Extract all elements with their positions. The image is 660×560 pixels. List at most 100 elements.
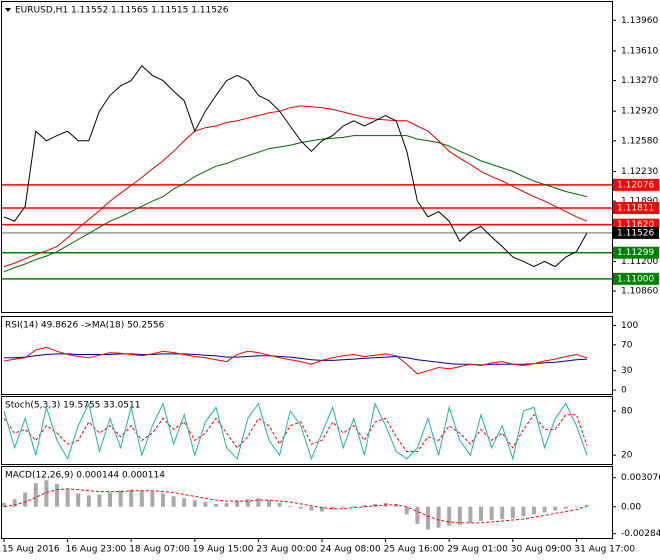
x-tick-label: 25 Aug 16:00 <box>384 545 445 555</box>
macd-bar <box>404 506 409 515</box>
level-label: 1.11000 <box>617 274 654 284</box>
x-tick-label: 30 Aug 09:00 <box>511 545 572 555</box>
macd-bar <box>479 506 483 521</box>
level-label: 1.11811 <box>617 203 654 213</box>
signal-line <box>3 488 588 524</box>
macd-bar <box>415 506 420 524</box>
macd-bar <box>2 502 6 507</box>
level-label-box <box>613 226 659 239</box>
y-tick-label: 100 <box>621 321 638 331</box>
x-tick-label: 19 Aug 15:00 <box>193 545 254 555</box>
level-label-box <box>613 272 659 285</box>
macd-bar <box>23 492 28 507</box>
macd-bar <box>277 502 282 507</box>
macd-bar <box>457 506 462 525</box>
macd-bar <box>33 483 38 507</box>
macd-bar <box>574 506 579 508</box>
macd-bar <box>76 493 81 507</box>
macd-bar <box>330 506 335 510</box>
level-label: 1.11620 <box>617 220 654 230</box>
macd-bar <box>171 496 176 507</box>
macd-bar <box>563 506 568 509</box>
series-line <box>3 413 588 452</box>
y-tick-label: 0 <box>621 386 627 396</box>
macd-bar <box>245 499 250 507</box>
macd-bar <box>224 502 229 507</box>
macd-bar <box>235 501 240 507</box>
macd-bar <box>44 480 49 507</box>
macd-bar <box>510 506 515 519</box>
macd-bar <box>288 505 293 507</box>
macd-bar <box>214 503 218 507</box>
series-line <box>3 135 588 273</box>
macd-bar <box>320 506 324 512</box>
macd-bar <box>436 506 441 528</box>
level-label-box <box>613 178 659 191</box>
y-tick-label: 0.003076 <box>621 473 660 483</box>
y-tick-label: 20 <box>621 451 633 461</box>
x-tick-label: 24 Aug 08:00 <box>320 545 381 555</box>
level-label: 1.12076 <box>617 180 654 190</box>
macd-bar <box>139 490 144 507</box>
y-tick-label: 1.12580 <box>621 136 658 146</box>
symbol-menu-arrow[interactable] <box>5 8 11 12</box>
macd-bar <box>426 506 430 530</box>
y-tick-label: 0.00 <box>621 502 641 512</box>
macd-bar <box>309 506 314 511</box>
series-line <box>3 402 588 461</box>
y-tick-label: 1.10860 <box>621 287 658 297</box>
macd-bar <box>86 495 91 507</box>
macd-bar <box>351 505 356 507</box>
x-tick-label: 31 Aug 17:00 <box>574 545 635 555</box>
macd-bar <box>97 494 102 507</box>
macd-bar <box>65 489 70 507</box>
macd-bar <box>161 493 165 507</box>
series-line <box>3 346 588 375</box>
macd-bar <box>256 498 261 507</box>
macd-bar <box>55 484 59 507</box>
x-tick-label: 18 Aug 07:00 <box>129 545 190 555</box>
y-tick-label: 1.11200 <box>621 257 658 267</box>
macd-panel <box>1 466 613 539</box>
indicator-title: RSI(14) 49.8626 ->MA(18) 50.2556 <box>5 321 165 331</box>
level-label: 1.11526 <box>617 228 654 238</box>
macd-bar <box>108 492 112 507</box>
x-tick-label: 15 Aug 2016 <box>2 545 60 555</box>
macd-bar <box>521 506 526 517</box>
macd-bar <box>12 499 17 507</box>
y-tick-label: 1.13610 <box>621 46 658 56</box>
macd-bar <box>447 506 452 526</box>
indicator-title: MACD(12,26,9) 0.000144 0.000114 <box>5 471 165 481</box>
x-tick-label: 16 Aug 23:00 <box>66 545 127 555</box>
x-tick-label: 29 Aug 01:00 <box>447 545 508 555</box>
y-tick-label: 1.12920 <box>621 107 658 117</box>
macd-bar <box>532 506 536 515</box>
level-label-box <box>613 201 659 214</box>
stoch-panel <box>1 396 613 465</box>
macd-bar <box>542 506 547 513</box>
macd-bar <box>129 489 134 507</box>
macd-bar <box>341 506 346 508</box>
y-tick-label: 70 <box>621 340 633 350</box>
y-tick-label: 1.11890 <box>621 197 658 207</box>
series-line <box>3 64 588 268</box>
y-tick-label: 1.12230 <box>621 167 658 177</box>
chart-title: EURUSD,H1 1.11552 1.11565 1.11515 1.1152… <box>15 6 229 16</box>
level-label-box <box>613 246 659 259</box>
level-label: 1.11299 <box>617 248 654 258</box>
macd-bar <box>192 500 197 507</box>
series-line <box>3 105 588 268</box>
macd-bar <box>500 506 505 520</box>
y-tick-label: 30 <box>621 366 633 376</box>
macd-bar <box>489 506 494 521</box>
macd-bar <box>182 498 187 507</box>
y-tick-label: 1.13960 <box>621 16 658 26</box>
macd-bar <box>203 502 208 507</box>
macd-bar <box>118 490 123 507</box>
macd-bar <box>468 506 473 523</box>
macd-bar <box>362 504 367 507</box>
y-tick-label: 80 <box>621 406 633 416</box>
indicator-title: Stoch(5,3,3) 19.5755 33.0511 <box>5 401 140 411</box>
